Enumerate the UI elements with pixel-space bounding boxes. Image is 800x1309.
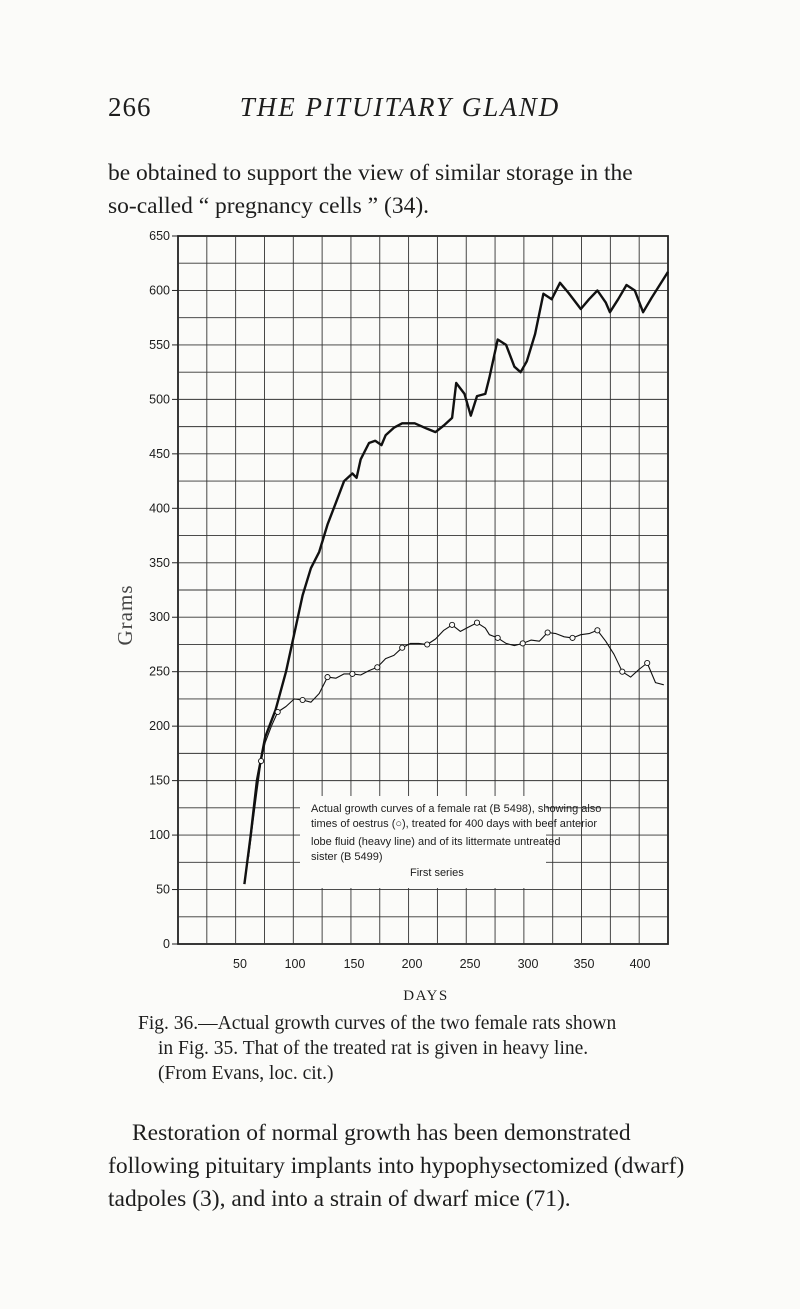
y-tick-label: 350: [149, 556, 170, 570]
oestrus-marker: [544, 629, 551, 636]
x-tick-label: 250: [460, 957, 481, 971]
text-line: be obtained to support the view of simil…: [108, 160, 633, 186]
y-tick-label: 300: [149, 610, 170, 624]
y-tick-label: 600: [149, 283, 170, 297]
caption-line: in Fig. 35. That of the treated rat is g…: [158, 1038, 589, 1059]
oestrus-marker: [299, 696, 306, 704]
y-tick-label: 250: [149, 665, 170, 679]
annotation-line: Actual growth curves of a female rat (B …: [311, 803, 601, 815]
y-tick-label: 450: [149, 447, 170, 461]
running-title: THE PITUITARY GLAND: [239, 92, 561, 122]
y-tick-label: 0: [163, 937, 170, 951]
oestrus-marker: [519, 640, 526, 647]
y-axis-label: Grams: [113, 585, 137, 646]
y-tick-label: 400: [149, 501, 170, 515]
y-tick-label: 500: [149, 392, 170, 406]
x-tick-label: 100: [285, 957, 306, 971]
oestrus-marker: [399, 644, 406, 651]
paragraph-top: be obtained to support the view of simil…: [108, 157, 708, 223]
oestrus-marker: [258, 757, 265, 765]
oestrus-marker: [473, 619, 481, 626]
x-tick-label: 200: [402, 957, 423, 971]
y-tick-label: 100: [149, 828, 170, 842]
figure-caption: Fig. 36.—Actual growth curves of the two…: [138, 1011, 758, 1086]
annotation-line: times of oestrus (○), treated for 400 da…: [311, 818, 597, 830]
oestrus-marker: [644, 659, 651, 667]
text-line: so-called “ pregnancy cells ” (34).: [108, 193, 430, 219]
oestrus-marker: [274, 708, 281, 716]
oestrus-marker: [594, 627, 601, 634]
x-tick-label: 300: [518, 957, 539, 971]
oestrus-marker: [324, 674, 331, 681]
y-tick-label: 150: [149, 774, 170, 788]
oestrus-marker: [619, 668, 626, 675]
oestrus-marker: [374, 664, 381, 671]
series-line-treated: [243, 271, 670, 885]
oestrus-marker: [494, 634, 501, 641]
chart-grid: [177, 235, 669, 945]
annotation-line: lobe fluid (heavy line) and of its litte…: [311, 836, 560, 848]
oestrus-marker: [449, 621, 456, 628]
growth-chart: 6506005505004504003503002502001501005005…: [113, 229, 670, 1000]
oestrus-marker: [569, 634, 576, 641]
caption-line: (From Evans, loc. cit.): [158, 1063, 334, 1084]
annotation-series-note: First series: [410, 867, 464, 879]
y-tick-label: 200: [149, 719, 170, 733]
x-tick-label: 150: [344, 957, 365, 971]
x-axis-label: DAYS: [403, 988, 448, 1000]
chart-ticks: 6506005505004504003503002502001501005005…: [149, 229, 650, 971]
oestrus-marker: [424, 641, 431, 648]
y-tick-label: 550: [149, 338, 170, 352]
page-number: 266: [108, 92, 152, 122]
y-tick-label: 50: [156, 883, 170, 897]
chart-markers: [258, 619, 651, 765]
x-tick-label: 50: [233, 957, 247, 971]
annotation-line: sister (B 5499): [311, 851, 383, 863]
x-tick-label: 400: [630, 957, 651, 971]
x-tick-label: 350: [574, 957, 595, 971]
annotation-background: [300, 796, 546, 888]
chart-series: [243, 271, 670, 885]
paragraph-bottom: Restoration of normal growth has been de…: [108, 1117, 708, 1216]
text-line: following pituitary implants into hypoph…: [108, 1153, 685, 1179]
oestrus-marker: [349, 670, 356, 677]
y-tick-label: 650: [149, 229, 170, 243]
text-line: tadpoles (3), and into a strain of dwarf…: [108, 1186, 571, 1212]
text-line: Restoration of normal growth has been de…: [132, 1120, 631, 1146]
caption-line: Fig. 36.—Actual growth curves of the two…: [138, 1013, 617, 1034]
